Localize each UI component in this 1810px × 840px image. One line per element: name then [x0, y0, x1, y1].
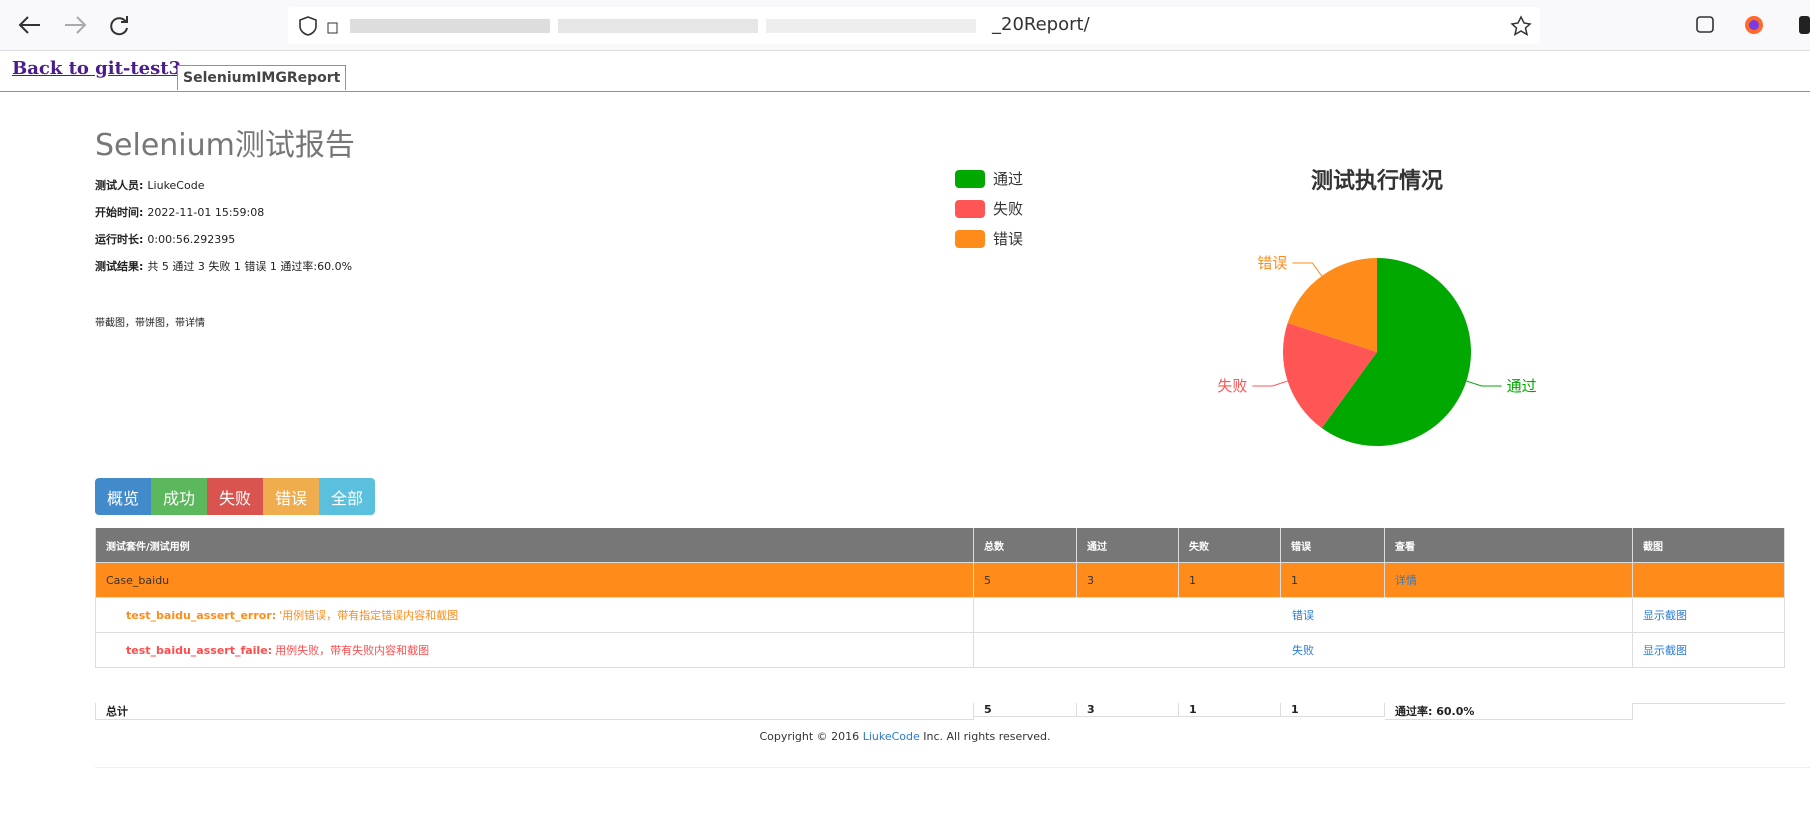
- table-header: 通过: [1077, 528, 1179, 563]
- info-line: 测试人员: LiukeCode: [95, 177, 204, 193]
- legend-label: 通过: [993, 170, 1023, 188]
- nav-icons: [18, 16, 128, 36]
- suite-cell: 5: [974, 563, 1077, 598]
- report-note: 带截图，带饼图，带详情: [95, 318, 205, 329]
- footer-link[interactable]: LiukeCode: [862, 730, 920, 743]
- table-header: 失败: [1179, 528, 1281, 563]
- info-value: 共 5 通过 3 失败 1 错误 1 通过率:60.0%: [147, 260, 353, 273]
- blurred-url: [558, 19, 758, 33]
- case-desc: 用例失败，带有失败内容和截图: [275, 644, 430, 657]
- pie-slice: [1283, 322, 1377, 429]
- total-cell: 1: [1179, 703, 1281, 717]
- blurred-url: [766, 19, 976, 33]
- suite-cell: 3: [1077, 563, 1179, 598]
- suite-cell[interactable]: 详情: [1385, 563, 1633, 598]
- slice-label: 通过: [1507, 377, 1537, 395]
- browser-toolbar: _20Report/: [0, 0, 1810, 51]
- url-text: _20Report/: [992, 14, 1090, 35]
- total-cell: 5: [974, 703, 1077, 717]
- info-line: 开始时间: 2022-11-01 15:59:08: [95, 204, 264, 220]
- total-cell-empty: [1633, 703, 1785, 704]
- info-line: 测试结果: 共 5 通过 3 失败 1 错误 1 通过率:60.0%: [95, 258, 352, 274]
- info-line: 运行时长: 0:00:56.292395: [95, 231, 235, 247]
- slice-label: 错误: [1257, 254, 1287, 272]
- url-icons: [299, 16, 338, 36]
- back-link[interactable]: Back to git-test3: [12, 58, 182, 79]
- table-header: 查看: [1385, 528, 1633, 563]
- filter-button[interactable]: 失败: [207, 478, 263, 515]
- suite-cell: Case_baidu: [95, 563, 974, 598]
- slice-label: 失败: [1217, 377, 1247, 395]
- pie-slice: [1321, 258, 1471, 446]
- tab-divider: [0, 91, 1810, 92]
- case-desc: '用例错误，带有指定错误内容和截图: [279, 609, 459, 622]
- suite-cell-empty: [1633, 563, 1785, 598]
- label-line: [1466, 380, 1502, 387]
- info-value: 2022-11-01 15:59:08: [147, 206, 265, 219]
- report-tab[interactable]: SeleniumIMGReport: [177, 65, 347, 90]
- case-screenshot[interactable]: 显示截图: [1633, 598, 1785, 633]
- table-header: 测试套件/测试用例: [95, 528, 974, 563]
- case-name: test_baidu_assert_error:: [126, 608, 277, 622]
- copyright: Copyright © 2016: [759, 730, 860, 743]
- info-value: 0:00:56.292395: [147, 233, 236, 246]
- suite-cell: 1: [1179, 563, 1281, 598]
- info-label: 开始时间:: [95, 206, 144, 219]
- case-name-cell: test_baidu_assert_error: '用例错误，带有指定错误内容和截…: [95, 598, 974, 633]
- legend-swatch: [955, 230, 985, 248]
- case-name-cell: test_baidu_assert_faile: 用例失败，带有失败内容和截图: [95, 633, 974, 668]
- filter-button[interactable]: 全部: [319, 478, 375, 515]
- toolbar-icons: [1696, 16, 1810, 34]
- footer: Copyright © 2016 LiukeCode Inc. All righ…: [0, 730, 1810, 743]
- legend-label: 错误: [993, 230, 1023, 248]
- total-cell: 1: [1281, 703, 1385, 717]
- info-label: 测试人员:: [95, 179, 144, 192]
- pie-slice: [1287, 258, 1377, 352]
- filter-button[interactable]: 错误: [263, 478, 319, 515]
- table-header: 错误: [1281, 528, 1385, 563]
- chart-title: 测试执行情况: [1311, 168, 1443, 194]
- label-line: [1292, 262, 1323, 277]
- table-header: 截图: [1633, 528, 1785, 563]
- legend-swatch: [955, 170, 985, 188]
- bookmark-star[interactable]: [1510, 15, 1532, 37]
- report-title: Selenium测试报告: [95, 128, 355, 163]
- footer-rule: [95, 767, 1810, 768]
- copyright-suffix: Inc. All rights reserved.: [923, 730, 1051, 743]
- case-status[interactable]: 错误: [974, 598, 1633, 633]
- suite-cell: 1: [1281, 563, 1385, 598]
- info-label: 运行时长:: [95, 233, 144, 246]
- case-screenshot[interactable]: 显示截图: [1633, 633, 1785, 668]
- case-status[interactable]: 失败: [974, 633, 1633, 668]
- legend-swatch: [955, 200, 985, 218]
- filter-button[interactable]: 成功: [151, 478, 207, 515]
- blurred-url: [350, 19, 550, 33]
- legend-label: 失败: [993, 200, 1023, 218]
- case-name: test_baidu_assert_faile:: [126, 643, 273, 657]
- total-cell: 3: [1077, 703, 1179, 717]
- url-bar[interactable]: _20Report/: [288, 7, 1540, 44]
- label-line: [1252, 380, 1288, 387]
- info-value: LiukeCode: [147, 179, 205, 192]
- total-cell: 通过率: 60.0%: [1385, 703, 1633, 720]
- table-header: 总数: [974, 528, 1077, 563]
- info-label: 测试结果:: [95, 260, 144, 273]
- total-cell: 总计: [95, 703, 974, 720]
- filter-button[interactable]: 概览: [95, 478, 151, 515]
